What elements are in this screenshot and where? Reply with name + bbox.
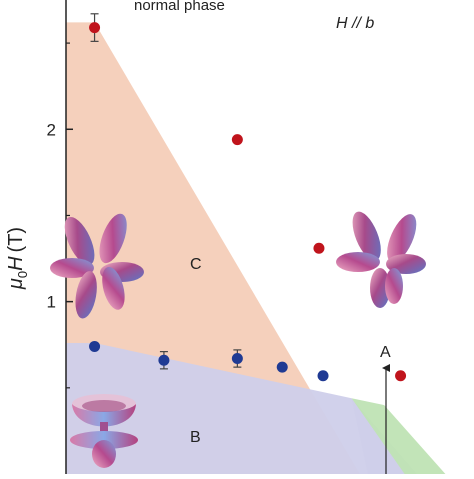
y-axis-label-unit: (T) — [5, 227, 27, 253]
data-point — [231, 353, 243, 365]
y-tick-label: 1 — [47, 293, 56, 312]
y-axis-label: μ0H (T) — [5, 227, 30, 290]
data-point — [276, 361, 288, 373]
phase-region-b — [66, 343, 417, 474]
phase-regions — [66, 22, 446, 475]
data-point — [89, 22, 101, 34]
ring-illustration-bottom — [70, 394, 138, 468]
data-point — [395, 370, 407, 382]
normal-phase-label: normal phase — [134, 0, 225, 14]
y-tick-label: 2 — [47, 120, 56, 139]
orbital-illustration-left — [50, 213, 144, 319]
y-axis-label-mu: μ — [5, 278, 27, 290]
phase-b-label: B — [190, 429, 201, 446]
data-point — [317, 370, 329, 382]
y-axis-label-h: H — [5, 256, 27, 271]
orbital-illustration-right — [336, 211, 426, 308]
y-ticks: 12 — [47, 42, 73, 389]
field-direction-label: H // b — [336, 15, 374, 32]
data-point — [231, 134, 243, 146]
phase-a-label: A — [380, 344, 391, 361]
phase-c-label: C — [190, 256, 202, 273]
phase-region-a — [351, 398, 446, 474]
data-point — [158, 354, 170, 366]
y-axis-label-sub: 0 — [15, 271, 30, 278]
data-points — [89, 13, 407, 382]
data-point — [89, 340, 101, 352]
data-point — [313, 242, 325, 254]
